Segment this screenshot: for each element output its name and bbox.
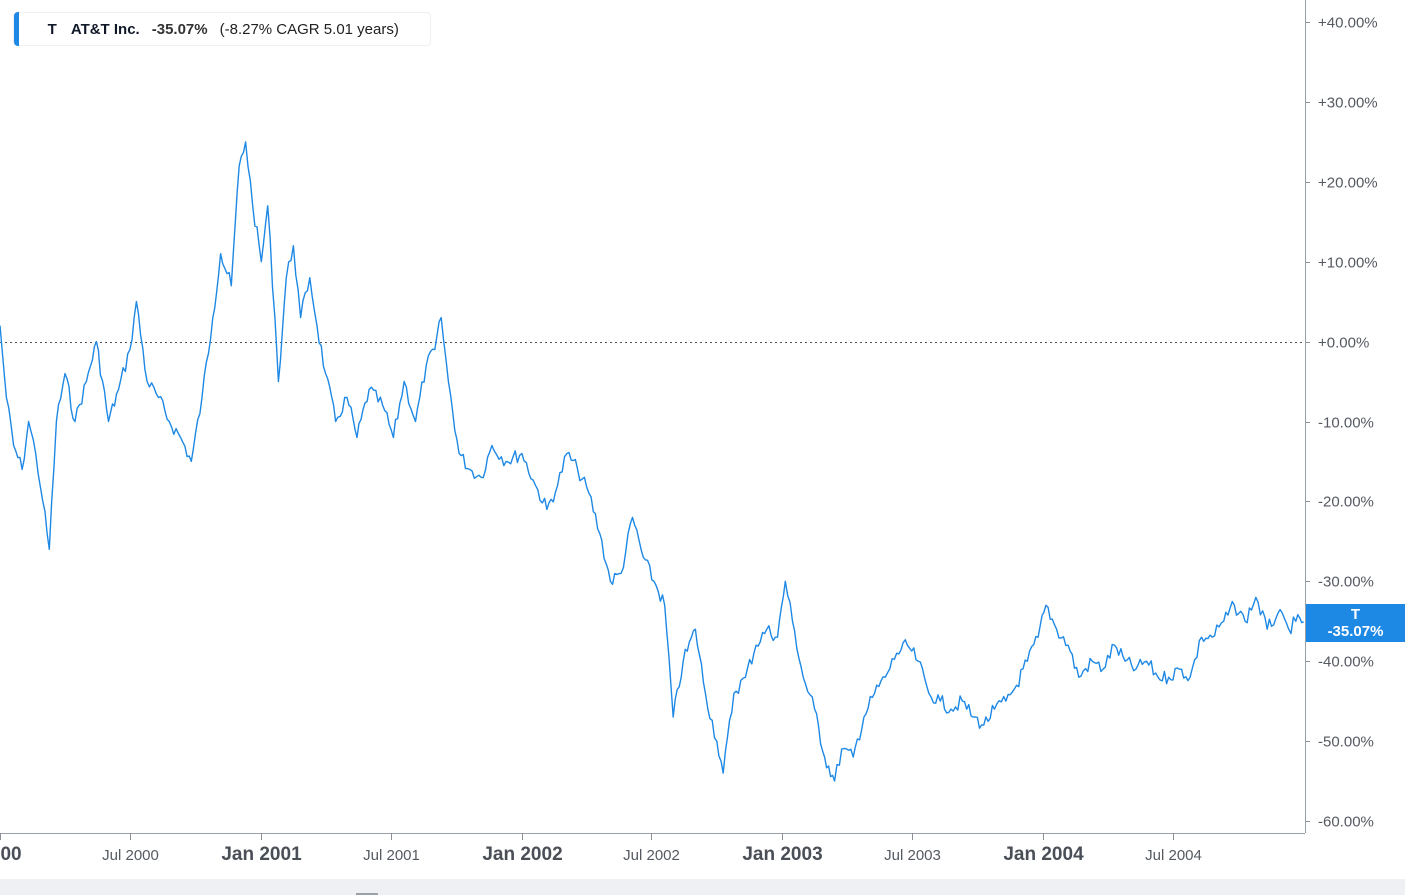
legend-cagr: (-8.27% CAGR 5.01 years) bbox=[219, 20, 399, 38]
scrollbar[interactable] bbox=[0, 879, 1405, 895]
x-tick-label: Jul 2000 bbox=[102, 847, 159, 864]
last-value-badge: T -35.07% bbox=[1306, 604, 1405, 642]
legend-name: AT&T Inc. bbox=[70, 20, 140, 38]
y-tick-label: -40.00% bbox=[1318, 654, 1374, 671]
y-tick-label: -30.00% bbox=[1318, 574, 1374, 591]
y-tick-label: +0.00% bbox=[1318, 335, 1369, 352]
badge-value: -35.07% bbox=[1327, 623, 1384, 640]
x-tick-label: Jan 2003 bbox=[742, 844, 822, 865]
y-tick-label: +10.00% bbox=[1318, 255, 1378, 272]
x-tick-label: Jul 2001 bbox=[363, 847, 420, 864]
legend-text: T AT&T Inc. -35.07% (-8.27% CAGR 5.01 years… bbox=[31, 4, 399, 55]
y-tick-label: -20.00% bbox=[1318, 494, 1374, 511]
x-tick-label: 2000 bbox=[0, 844, 22, 865]
x-tick-label: Jan 2001 bbox=[221, 844, 302, 865]
x-tick-label: Jan 2004 bbox=[1003, 844, 1084, 865]
legend-change: -35.07% bbox=[151, 20, 208, 38]
x-tick-label: Jul 2003 bbox=[884, 847, 941, 864]
badge-ticker: T bbox=[1350, 606, 1361, 623]
x-tick-label: Jan 2002 bbox=[482, 844, 562, 865]
legend[interactable]: T AT&T Inc. -35.07% (-8.27% CAGR 5.01 years… bbox=[13, 12, 431, 46]
y-tick-label: +20.00% bbox=[1318, 175, 1378, 192]
x-tick-label: Jul 2002 bbox=[623, 847, 680, 864]
series-line bbox=[0, 141, 1304, 782]
y-tick-label: -10.00% bbox=[1318, 415, 1374, 432]
y-tick-label: -50.00% bbox=[1318, 734, 1374, 751]
legend-ticker: T bbox=[47, 20, 57, 38]
y-tick-label: +40.00% bbox=[1318, 15, 1378, 32]
y-tick-label: +30.00% bbox=[1318, 95, 1378, 112]
legend-color-swatch bbox=[14, 12, 19, 46]
x-tick-label: Jul 2004 bbox=[1145, 847, 1202, 864]
y-tick-label: -60.00% bbox=[1318, 814, 1374, 831]
scrollbar-grip[interactable] bbox=[356, 893, 378, 895]
